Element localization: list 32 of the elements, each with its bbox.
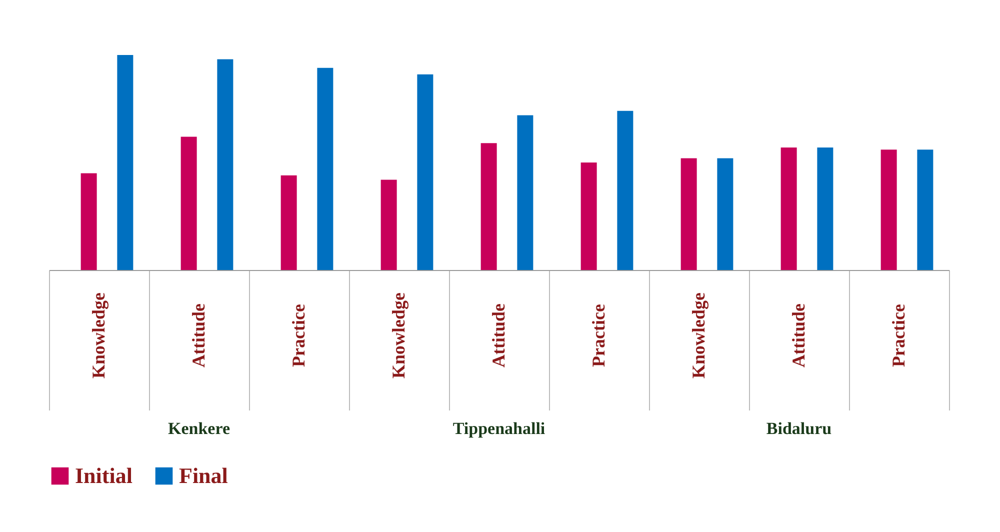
bar [317, 68, 334, 270]
x-tick-label: Attitude [788, 303, 808, 368]
x-tick-label: Knowledge [688, 292, 708, 379]
bar [280, 175, 297, 270]
bar [217, 59, 234, 270]
bar [680, 158, 697, 270]
text: Kenkere [168, 419, 230, 438]
bar [817, 147, 834, 270]
bar [917, 150, 934, 270]
bar [380, 180, 397, 270]
x-tick-label: Knowledge [88, 292, 108, 379]
bar [180, 136, 197, 270]
x-tick-label: Practice [588, 304, 608, 367]
bar [717, 158, 734, 270]
legend-label: Initial [75, 463, 132, 488]
text: Bidaluru [766, 419, 832, 438]
x-tick-label: Practice [888, 304, 908, 367]
bar [580, 162, 597, 270]
bar [780, 147, 797, 270]
x-tick-label: Knowledge [388, 292, 408, 379]
bar [517, 115, 534, 270]
bar [617, 110, 634, 270]
text: Tippenahalli [452, 419, 546, 438]
bar [417, 74, 434, 270]
bar [80, 173, 97, 270]
legend-label: Final [179, 463, 228, 488]
x-tick-label: Attitude [188, 303, 208, 368]
x-tick-label: Attitude [488, 303, 508, 368]
bar [117, 55, 134, 270]
bar [480, 143, 497, 270]
bar [880, 150, 897, 270]
x-tick-label: Practice [288, 304, 308, 367]
